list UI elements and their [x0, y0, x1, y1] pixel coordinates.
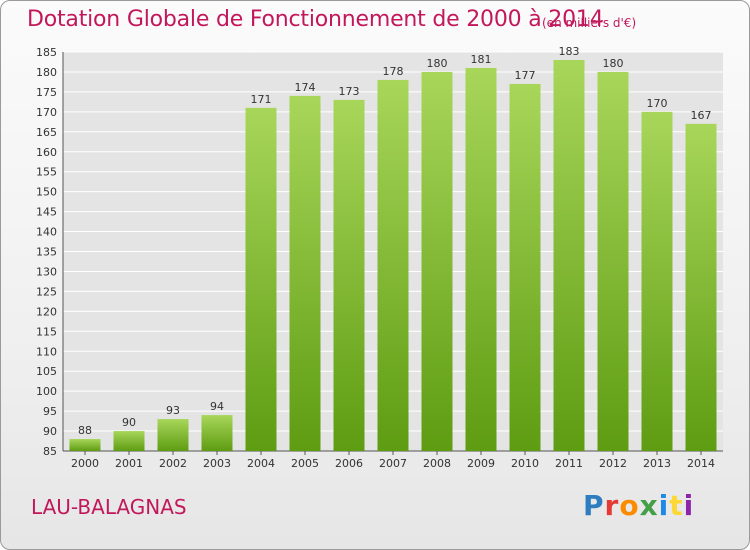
bar-2003 — [201, 415, 233, 451]
data-label: 173 — [339, 85, 360, 98]
x-tick-label: 2007 — [379, 457, 407, 470]
x-tick-label: 2010 — [511, 457, 539, 470]
logo-letter: i — [683, 489, 695, 522]
data-label: 174 — [295, 81, 316, 94]
x-tick-label: 2009 — [467, 457, 495, 470]
data-label: 177 — [515, 69, 536, 82]
data-label: 90 — [122, 416, 136, 429]
chart-title: Dotation Globale de Fonctionnement de 20… — [27, 7, 604, 32]
y-tick-label: 150 — [36, 186, 57, 199]
x-tick-label: 2005 — [291, 457, 319, 470]
y-tick-label: 90 — [43, 425, 57, 438]
data-label: 167 — [691, 109, 712, 122]
bar-2008 — [421, 71, 453, 451]
x-tick-label: 2013 — [643, 457, 671, 470]
logo-letter: x — [639, 489, 659, 522]
y-tick-label: 115 — [36, 325, 57, 338]
x-tick-label: 2006 — [335, 457, 363, 470]
y-tick-label: 170 — [36, 106, 57, 119]
bar-2014 — [685, 123, 717, 451]
y-tick-label: 100 — [36, 385, 57, 398]
bar-2001 — [113, 431, 145, 451]
data-label: 94 — [210, 400, 224, 413]
x-tick-label: 2011 — [555, 457, 583, 470]
data-label: 93 — [166, 404, 180, 417]
bar-2013 — [641, 111, 673, 451]
y-tick-label: 105 — [36, 365, 57, 378]
proxiti-logo: Proxiti — [583, 489, 694, 522]
bar-2007 — [377, 79, 409, 452]
x-tick-label: 2001 — [115, 457, 143, 470]
x-tick-label: 2014 — [687, 457, 715, 470]
x-tick-label: 2003 — [203, 457, 231, 470]
y-tick-label: 180 — [36, 66, 57, 79]
x-tick-label: 2008 — [423, 457, 451, 470]
bar-2006 — [333, 99, 365, 451]
y-tick-label: 120 — [36, 305, 57, 318]
logo-letter: r — [604, 489, 620, 522]
data-label: 180 — [427, 57, 448, 70]
data-label: 178 — [383, 65, 404, 78]
data-label: 170 — [647, 97, 668, 110]
data-label: 181 — [471, 53, 492, 66]
bar-2009 — [465, 67, 497, 452]
bar-2005 — [289, 95, 321, 451]
y-tick-label: 135 — [36, 246, 57, 259]
y-tick-label: 160 — [36, 146, 57, 159]
bar-2000 — [69, 439, 101, 451]
bar-2004 — [245, 107, 277, 452]
y-tick-label: 130 — [36, 265, 57, 278]
y-tick-label: 145 — [36, 206, 57, 219]
y-tick-label: 185 — [36, 46, 57, 59]
data-label: 171 — [251, 93, 272, 106]
y-tick-label: 85 — [43, 445, 57, 458]
logo-letter: t — [669, 489, 684, 522]
bar-2012 — [597, 71, 629, 451]
bar-2011 — [553, 59, 585, 451]
data-label: 183 — [559, 45, 580, 58]
y-tick-label: 95 — [43, 405, 57, 418]
y-tick-label: 125 — [36, 285, 57, 298]
unit-note: (en milliers d'€) — [542, 16, 637, 30]
x-tick-label: 2000 — [71, 457, 99, 470]
data-label: 180 — [603, 57, 624, 70]
bar-2002 — [157, 419, 189, 451]
logo-letter: i — [658, 489, 670, 522]
place-name: LAU-BALAGNAS — [31, 495, 187, 519]
x-tick-label: 2004 — [247, 457, 275, 470]
data-label: 88 — [78, 424, 92, 437]
y-tick-label: 140 — [36, 226, 57, 239]
x-tick-label: 2012 — [599, 457, 627, 470]
y-tick-label: 155 — [36, 166, 57, 179]
logo-letter: P — [583, 489, 605, 522]
bar-2010 — [509, 83, 541, 452]
logo-letter: o — [619, 489, 640, 522]
x-tick-label: 2002 — [159, 457, 187, 470]
y-tick-label: 110 — [36, 345, 57, 358]
y-tick-label: 165 — [36, 126, 57, 139]
y-tick-label: 175 — [36, 86, 57, 99]
